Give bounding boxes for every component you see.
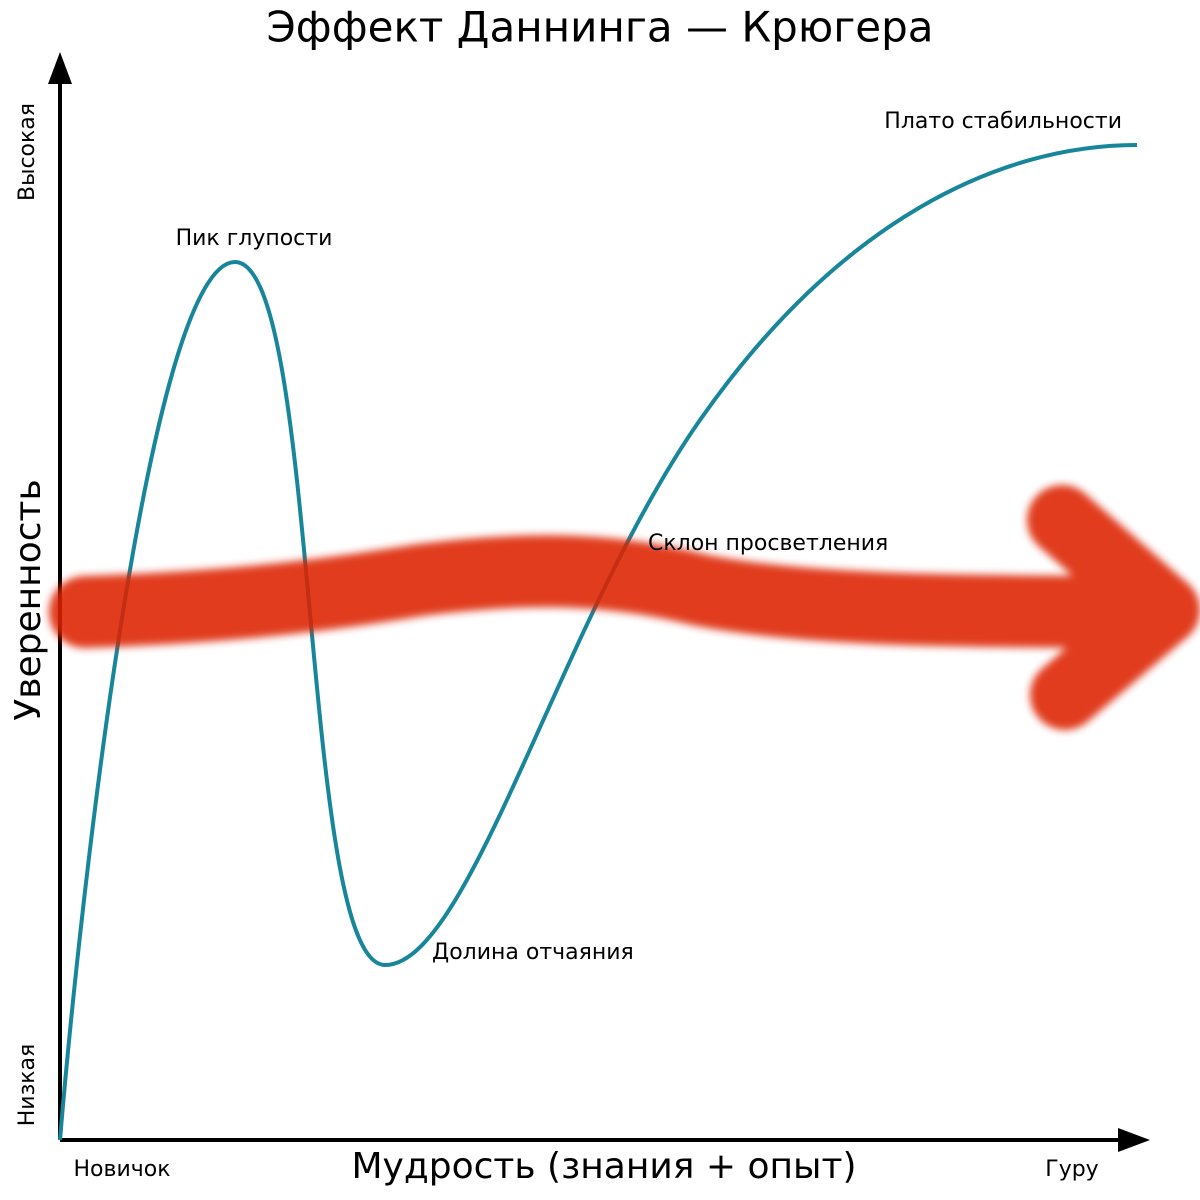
annotation-peak: Пик глупости [176, 226, 333, 251]
confidence-curve [58, 143, 1138, 1141]
x-axis-arrow [1118, 1128, 1150, 1152]
x-end-label: Гуру [1045, 1157, 1098, 1182]
annotation-slope: Склон просветления [648, 531, 888, 556]
arrow-shaft [49, 535, 1196, 648]
red-arrow [49, 485, 1200, 730]
y-axis-arrow [48, 52, 72, 84]
title: Эффект Даннинга — Крюгера [266, 3, 933, 52]
y-low-label: Низкая [15, 1044, 40, 1127]
y-axis-label: Уверенность [8, 479, 49, 720]
arrow-head [1027, 485, 1200, 730]
y-high-label: Высокая [15, 103, 40, 201]
x-axis-label: Мудрость (знания + опыт) [352, 1146, 857, 1187]
annotation-plateau: Плато стабильности [884, 109, 1122, 134]
annotation-valley: Долина отчаяния [432, 940, 634, 965]
x-start-label: Новичок [73, 1157, 170, 1182]
